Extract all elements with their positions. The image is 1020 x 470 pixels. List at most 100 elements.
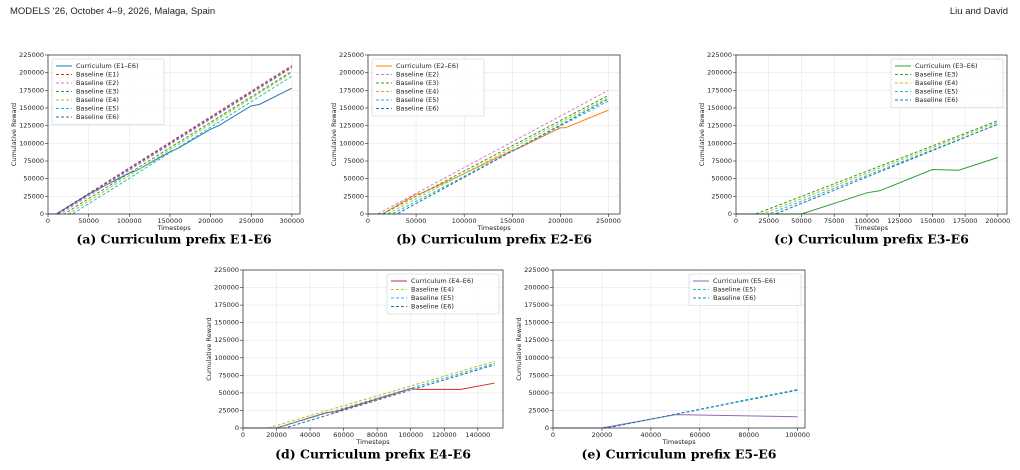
x-tick-label: 100000 xyxy=(398,431,423,439)
y-tick-label: 0 xyxy=(360,210,364,218)
series-line xyxy=(243,362,495,429)
plot-frame xyxy=(552,269,806,429)
legend-label: Baseline (E5) xyxy=(915,88,958,96)
y-tick-label: 0 xyxy=(235,424,239,432)
x-tick-label: 150000 xyxy=(500,217,525,225)
legend-label: Baseline (E2) xyxy=(76,79,119,87)
y-tick-label: 225000 xyxy=(524,266,549,274)
y-tick-label: 50000 xyxy=(343,175,364,183)
y-tick-label: 25000 xyxy=(711,192,732,200)
legend-label: Curriculum (E5–E6) xyxy=(713,277,776,285)
y-tick-label: 25000 xyxy=(218,406,239,414)
y-tick-label: 75000 xyxy=(23,157,44,165)
figure-caption: (a) Curriculum prefix E1-E6 xyxy=(76,232,271,247)
y-tick-label: 150000 xyxy=(707,104,732,112)
x-tick-label: 200000 xyxy=(548,217,573,225)
y-tick-label: 150000 xyxy=(524,319,549,327)
y-tick-label: 175000 xyxy=(339,86,364,94)
y-tick-label: 225000 xyxy=(707,51,732,59)
y-tick-label: 125000 xyxy=(339,122,364,130)
series-line xyxy=(48,75,293,215)
y-tick-label: 75000 xyxy=(711,157,732,165)
legend-label: Curriculum (E1–E6) xyxy=(76,62,139,70)
legend-label: Baseline (E1) xyxy=(76,71,119,79)
y-tick-label: 150000 xyxy=(19,104,44,112)
legend-box xyxy=(386,273,500,315)
legend-label: Curriculum (E2–E6) xyxy=(396,62,459,70)
x-tick-label: 125000 xyxy=(887,217,912,225)
y-tick-label: 100000 xyxy=(524,354,549,362)
y-axis-label: Cumulative Reward xyxy=(10,103,18,166)
x-tick-label: 0 xyxy=(734,217,738,225)
x-tick-label: 250000 xyxy=(239,217,264,225)
legend-label: Curriculum (E4–E6) xyxy=(411,277,474,285)
x-tick-label: 0 xyxy=(366,217,370,225)
y-tick-label: 25000 xyxy=(23,192,44,200)
y-tick-label: 200000 xyxy=(214,284,239,292)
series-line xyxy=(553,414,798,429)
figure-caption: (b) Curriculum prefix E2-E6 xyxy=(396,232,592,247)
y-tick-label: 175000 xyxy=(19,86,44,94)
x-axis-label: Timesteps xyxy=(854,224,889,232)
series-line xyxy=(243,360,495,429)
x-tick-label: 40000 xyxy=(641,431,662,439)
legend-label: Baseline (E4) xyxy=(76,96,119,104)
figure-caption: (e) Curriculum prefix E5-E6 xyxy=(581,447,776,462)
x-tick-label: 100000 xyxy=(452,217,477,225)
x-tick-label: 100000 xyxy=(785,431,810,439)
running-header: MODELS '26, October 4–9, 2026, Malaga, S… xyxy=(10,6,216,17)
y-tick-label: 100000 xyxy=(339,139,364,147)
legend-label: Baseline (E4) xyxy=(915,79,958,87)
y-tick-label: 175000 xyxy=(214,301,239,309)
legend-label: Baseline (E5) xyxy=(76,105,119,113)
x-tick-label: 100000 xyxy=(855,217,880,225)
x-tick-label: 20000 xyxy=(592,431,613,439)
x-tick-label: 250000 xyxy=(596,217,621,225)
y-tick-label: 125000 xyxy=(19,122,44,130)
figure-caption: (c) Curriculum prefix E3-E6 xyxy=(774,232,969,247)
x-tick-label: 0 xyxy=(551,431,555,439)
legend-box xyxy=(371,58,485,117)
x-tick-label: 75000 xyxy=(824,217,845,225)
legend-box xyxy=(51,58,165,125)
x-tick-label: 50000 xyxy=(791,217,812,225)
y-tick-label: 200000 xyxy=(339,69,364,77)
x-tick-label: 50000 xyxy=(406,217,427,225)
y-tick-label: 75000 xyxy=(218,371,239,379)
x-tick-label: 150000 xyxy=(158,217,183,225)
x-tick-label: 80000 xyxy=(367,431,388,439)
x-axis-label: Timesteps xyxy=(476,224,511,232)
y-tick-label: 125000 xyxy=(524,336,549,344)
x-tick-label: 60000 xyxy=(689,431,710,439)
y-tick-label: 0 xyxy=(40,210,44,218)
y-tick-label: 200000 xyxy=(19,69,44,77)
y-tick-label: 225000 xyxy=(214,266,239,274)
plot-frame xyxy=(367,54,621,215)
x-tick-label: 25000 xyxy=(758,217,779,225)
x-tick-label: 0 xyxy=(46,217,50,225)
legend-label: Baseline (E2) xyxy=(396,71,439,79)
legend-label: Curriculum (E3–E6) xyxy=(915,62,978,70)
legend-box xyxy=(890,58,1004,108)
running-authors: Liu and David xyxy=(949,6,1008,17)
figure-caption: (d) Curriculum prefix E4-E6 xyxy=(275,447,471,462)
y-tick-label: 50000 xyxy=(528,389,549,397)
y-tick-label: 50000 xyxy=(218,389,239,397)
plot-frame xyxy=(47,54,301,215)
legend-label: Baseline (E3) xyxy=(915,71,958,79)
x-tick-label: 60000 xyxy=(333,431,354,439)
y-axis-label: Cumulative Reward xyxy=(515,317,523,380)
y-axis-label: Cumulative Reward xyxy=(330,103,338,166)
x-tick-label: 300000 xyxy=(279,217,304,225)
y-tick-label: 125000 xyxy=(707,122,732,130)
x-tick-label: 100000 xyxy=(117,217,142,225)
y-tick-label: 225000 xyxy=(339,51,364,59)
legend-label: Baseline (E5) xyxy=(396,96,439,104)
legend-label: Baseline (E4) xyxy=(396,88,439,96)
y-tick-label: 225000 xyxy=(19,51,44,59)
y-tick-label: 175000 xyxy=(707,86,732,94)
legend-label: Baseline (E6) xyxy=(396,105,439,113)
y-tick-label: 125000 xyxy=(214,336,239,344)
series-line xyxy=(368,100,609,215)
